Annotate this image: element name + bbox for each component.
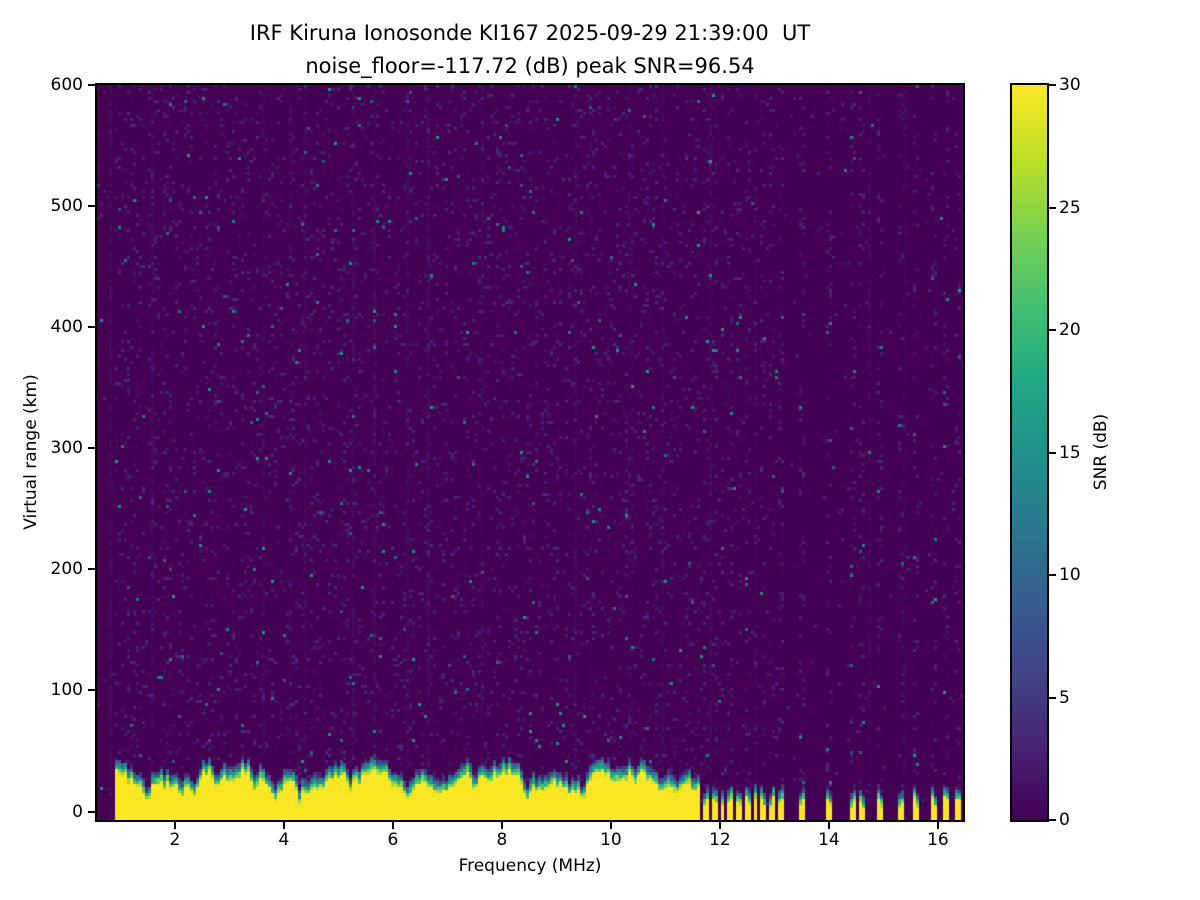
colorbar-tick-label: 15 [1059, 442, 1081, 463]
y-tick-label: 600 [50, 75, 83, 95]
y-tick-label: 100 [50, 680, 83, 701]
y-tick-label: 300 [50, 438, 83, 459]
y-tick-mark [88, 205, 95, 208]
plot-axes-frame [95, 83, 965, 822]
x-tick-label: 2 [169, 830, 181, 850]
x-tick-mark [173, 822, 176, 829]
x-tick-label: 12 [709, 830, 731, 850]
y-tick-mark [88, 810, 95, 813]
x-tick-label: 16 [927, 830, 949, 850]
x-tick-mark [718, 822, 721, 829]
chart-title: IRF Kiruna Ionosonde KI167 2025-09-29 21… [249, 21, 811, 45]
colorbar-tick-label: 30 [1059, 75, 1081, 95]
y-axis-label: Virtual range (km) [21, 374, 41, 530]
colorbar-tick-label: 25 [1059, 197, 1081, 218]
x-tick-label: 8 [496, 830, 508, 850]
heatmap-canvas [97, 85, 963, 820]
colorbar-tick-mark [1049, 206, 1056, 209]
x-tick-mark [500, 822, 503, 829]
colorbar-tick-mark [1049, 451, 1056, 454]
colorbar-frame [1010, 83, 1049, 822]
x-tick-label: 14 [818, 830, 840, 850]
colorbar-tick-mark [1049, 574, 1056, 576]
colorbar-tick-label: 20 [1059, 320, 1081, 340]
colorbar-tick-label: 10 [1059, 565, 1081, 585]
x-tick-label: 6 [387, 830, 399, 850]
x-tick-mark [609, 822, 612, 829]
colorbar-label: SNR (dB) [1091, 413, 1111, 491]
x-tick-mark [827, 822, 830, 829]
y-tick-label: 0 [72, 801, 83, 822]
y-tick-label: 500 [50, 196, 83, 217]
y-tick-mark [88, 568, 95, 571]
y-tick-mark [88, 326, 95, 329]
x-tick-mark [936, 822, 939, 829]
x-tick-label: 10 [600, 830, 622, 850]
colorbar-tick-mark [1049, 696, 1056, 699]
colorbar-tick-mark [1049, 819, 1056, 821]
colorbar-tick-mark [1049, 84, 1056, 86]
y-tick-label: 400 [50, 317, 83, 338]
y-tick-mark [88, 84, 95, 86]
colorbar-tick-label: 0 [1059, 810, 1070, 830]
colorbar-gradient [1012, 85, 1047, 820]
y-tick-mark [88, 447, 95, 450]
x-axis-label: Frequency (MHz) [458, 856, 602, 876]
colorbar-tick-mark [1049, 329, 1056, 331]
colorbar-tick-label: 5 [1059, 687, 1070, 708]
chart-subtitle: noise_floor=-117.72 (dB) peak SNR=96.54 [305, 54, 755, 78]
x-tick-mark [391, 822, 394, 829]
x-tick-mark [282, 822, 285, 829]
y-tick-mark [88, 689, 95, 692]
x-tick-label: 4 [278, 830, 290, 850]
y-tick-label: 200 [50, 559, 83, 580]
